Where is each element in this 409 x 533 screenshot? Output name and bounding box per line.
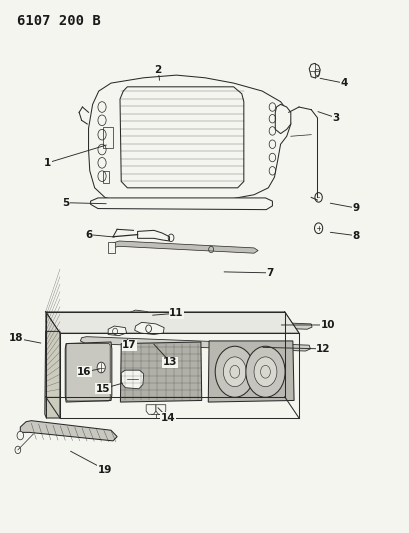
Circle shape bbox=[314, 223, 322, 233]
Polygon shape bbox=[121, 370, 144, 389]
Circle shape bbox=[254, 357, 276, 386]
Text: 5: 5 bbox=[62, 198, 70, 208]
Polygon shape bbox=[45, 312, 298, 333]
Polygon shape bbox=[45, 312, 60, 418]
Text: 7: 7 bbox=[266, 268, 273, 278]
Text: 15: 15 bbox=[95, 384, 110, 394]
Polygon shape bbox=[88, 75, 290, 203]
Polygon shape bbox=[146, 405, 155, 414]
Text: 6: 6 bbox=[85, 230, 92, 240]
Text: 8: 8 bbox=[352, 231, 359, 241]
Polygon shape bbox=[135, 322, 164, 335]
Polygon shape bbox=[120, 342, 201, 402]
Text: 4: 4 bbox=[339, 78, 347, 88]
Polygon shape bbox=[155, 405, 165, 414]
Polygon shape bbox=[120, 87, 243, 188]
Text: 11: 11 bbox=[169, 308, 183, 318]
Circle shape bbox=[215, 346, 254, 397]
Text: 2: 2 bbox=[154, 65, 161, 75]
Polygon shape bbox=[126, 310, 148, 319]
Polygon shape bbox=[137, 230, 169, 241]
Polygon shape bbox=[308, 63, 319, 78]
Text: 13: 13 bbox=[163, 357, 177, 367]
Circle shape bbox=[15, 446, 21, 454]
Polygon shape bbox=[84, 316, 311, 329]
Polygon shape bbox=[274, 104, 290, 134]
Polygon shape bbox=[108, 326, 126, 336]
Bar bbox=[103, 127, 113, 149]
Text: 6107 200 B: 6107 200 B bbox=[17, 14, 101, 28]
Text: 14: 14 bbox=[160, 413, 175, 423]
Text: 3: 3 bbox=[331, 112, 339, 123]
Text: 16: 16 bbox=[77, 367, 92, 377]
Circle shape bbox=[223, 357, 246, 386]
Circle shape bbox=[17, 431, 24, 440]
Text: 1: 1 bbox=[44, 158, 51, 168]
Polygon shape bbox=[90, 198, 272, 209]
Polygon shape bbox=[45, 332, 60, 418]
Polygon shape bbox=[20, 421, 117, 441]
Text: 17: 17 bbox=[122, 340, 136, 350]
Polygon shape bbox=[208, 341, 293, 402]
Bar bbox=[108, 241, 115, 253]
Text: 10: 10 bbox=[319, 320, 334, 330]
Circle shape bbox=[245, 346, 284, 397]
Text: 18: 18 bbox=[9, 333, 23, 343]
Text: 12: 12 bbox=[315, 344, 330, 354]
Text: 9: 9 bbox=[352, 203, 359, 213]
Text: 19: 19 bbox=[97, 465, 112, 474]
Bar bbox=[103, 171, 109, 182]
Polygon shape bbox=[110, 241, 258, 253]
Circle shape bbox=[314, 192, 321, 202]
Polygon shape bbox=[80, 337, 310, 351]
Polygon shape bbox=[65, 342, 112, 402]
Circle shape bbox=[97, 362, 105, 373]
